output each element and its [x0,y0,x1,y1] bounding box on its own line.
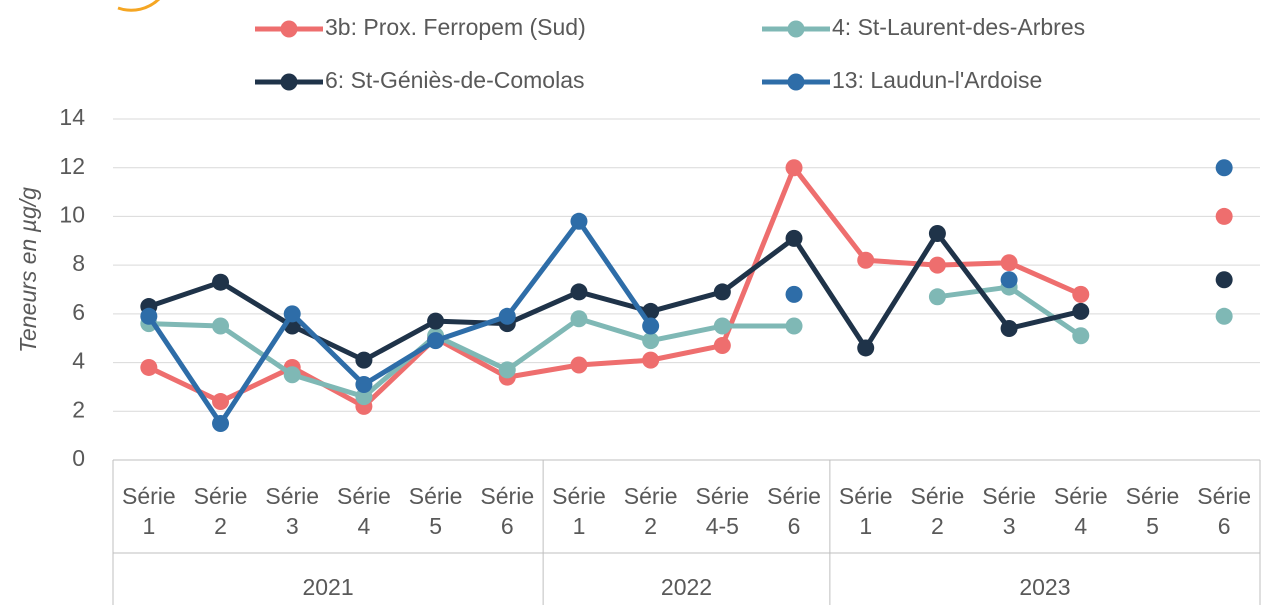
x-tick-label: Série 2 [623,483,678,539]
data-point [785,159,803,177]
x-tick-label: Série 6 [480,483,535,539]
x-tick-label: Série 1 [838,483,893,539]
x-tick-label: Série 1 [121,483,176,539]
data-point [283,366,301,384]
data-point [857,251,875,269]
y-tick-label: 4 [72,348,85,374]
data-point [857,339,875,357]
data-point [785,317,803,335]
data-point [1072,327,1090,345]
legend-marker [787,73,805,91]
y-tick-label: 2 [72,396,85,422]
y-tick-label: 8 [72,250,85,276]
data-point [140,307,158,325]
data-point [212,414,230,432]
data-point [1072,302,1090,320]
x-tick-label: Série 6 [767,483,821,539]
group-label: 2022 [661,574,712,600]
data-point [642,332,660,350]
legend-label: 3b: Prox. Ferropem (Sud) [325,14,586,40]
group-label: 2021 [302,574,353,600]
data-point [140,358,158,376]
legend-label: 6: St-Géniès-de-Comolas [325,67,585,93]
data-point [570,310,588,328]
y-tick-label: 14 [59,104,85,130]
data-point [642,302,660,320]
data-point [498,361,516,379]
data-point [928,288,946,306]
data-point [785,229,803,247]
data-point [1000,319,1018,337]
data-point [713,337,731,355]
series-line [149,233,1224,360]
data-point [1072,285,1090,303]
x-tick-label: Série 5 [408,483,463,539]
data-point [283,317,301,335]
x-tick-label: Série 3 [982,483,1036,539]
x-tick-label: Série 2 [910,483,965,539]
data-point [642,351,660,369]
legend-label: 4: St-Laurent-des-Arbres [832,14,1085,40]
y-tick-label: 10 [59,202,85,228]
data-point [1215,307,1233,325]
group-label: 2023 [1019,574,1070,600]
data-point [427,312,445,330]
data-point [1000,254,1018,272]
data-point [928,256,946,274]
y-tick-label: 0 [72,445,85,471]
y-axis-title: Teneurs en µg/g [15,187,41,353]
x-tick-label: Série 3 [265,483,320,539]
data-point [498,307,516,325]
legend-label: 13: Laudun-l'Ardoise [832,67,1042,93]
data-point [1215,207,1233,225]
data-point [283,305,301,323]
x-tick-label: Série 4-5 [695,483,750,539]
data-point [427,332,445,350]
data-point [713,317,731,335]
data-point [785,285,803,303]
legend-marker [280,20,298,38]
x-tick-label: Série 1 [552,483,606,539]
data-point [212,317,230,335]
data-point [570,212,588,230]
data-point [570,283,588,301]
data-point [713,283,731,301]
data-point [355,388,373,406]
x-tick-label: Série 4 [337,483,391,539]
x-tick-label: Série 4 [1053,483,1108,539]
data-point [928,224,946,242]
logo-arc [117,0,161,12]
data-point [642,317,660,335]
y-tick-label: 12 [59,153,85,179]
data-point [1215,159,1233,177]
x-tick-label: Série 6 [1197,483,1251,539]
data-point [355,375,373,393]
x-tick-label: Série 2 [193,483,248,539]
data-point [570,356,588,374]
data-point [1000,271,1018,289]
series-line [149,168,1224,407]
series-line [149,168,1224,424]
legend-marker [280,73,298,91]
y-tick-label: 6 [72,299,85,325]
data-point [212,273,230,291]
data-point [212,393,230,411]
legend-marker [787,20,805,38]
data-point [1215,271,1233,289]
x-tick-label: Série 5 [1125,483,1180,539]
data-point [355,351,373,369]
